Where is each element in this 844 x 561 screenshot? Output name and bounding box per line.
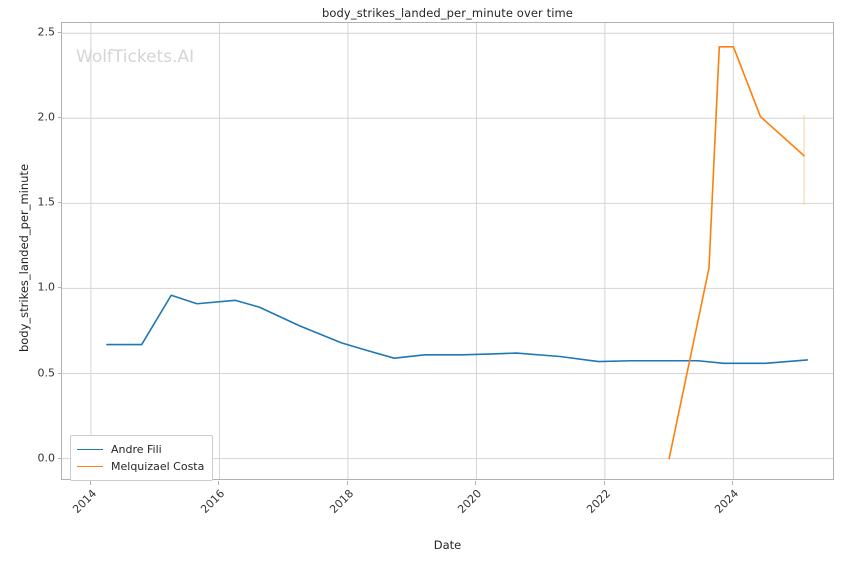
y-axis-label: body_strikes_landed_per_minute <box>17 163 31 353</box>
x-tick-mark <box>475 481 477 485</box>
legend-item[interactable]: Andre Fili <box>77 441 204 458</box>
y-tick-mark <box>57 287 61 289</box>
y-tick-label: 0.5 <box>37 366 56 379</box>
y-tick-label: 2.5 <box>37 25 56 39</box>
page-title: body_strikes_landed_per_minute over time <box>322 6 573 20</box>
legend-item[interactable]: Melquizael Costa <box>77 458 204 475</box>
x-tick-label: 2014 <box>70 487 100 516</box>
y-tick-label: 1.5 <box>37 195 56 209</box>
y-tick-mark <box>57 117 61 119</box>
legend[interactable]: Andre Fili Melquizael Costa <box>70 435 214 481</box>
x-tick-mark <box>218 481 220 485</box>
x-axis-label: Date <box>433 538 462 552</box>
legend-label: Andre Fili <box>111 443 162 456</box>
x-tick-label: 2020 <box>455 487 485 516</box>
legend-color-swatch <box>77 466 103 467</box>
series-lines <box>106 46 809 460</box>
plot-area: WolfTickets.AI <box>61 22 834 480</box>
x-tick-label: 2016 <box>198 487 228 516</box>
x-tick-label: 2022 <box>584 487 614 516</box>
x-tick-label: 2024 <box>712 487 742 516</box>
y-tick-label: 1.0 <box>37 280 56 294</box>
x-tick-mark <box>732 481 734 485</box>
legend-color-swatch <box>77 449 103 450</box>
watermark: WolfTickets.AI <box>76 47 195 67</box>
x-tick-mark <box>603 481 605 485</box>
series-line-1 <box>106 294 809 365</box>
series-line-2 <box>668 46 805 460</box>
legend-label: Melquizael Costa <box>111 460 205 473</box>
y-tick-mark <box>57 457 61 459</box>
x-tick-label: 2018 <box>327 487 357 516</box>
y-tick-label: 0.0 <box>37 451 56 465</box>
x-tick-mark <box>89 481 91 485</box>
x-tick-mark <box>346 481 348 485</box>
y-tick-mark <box>57 202 61 204</box>
y-tick-label: 2.0 <box>37 110 56 124</box>
y-tick-mark <box>57 32 61 34</box>
y-tick-mark <box>57 372 61 374</box>
